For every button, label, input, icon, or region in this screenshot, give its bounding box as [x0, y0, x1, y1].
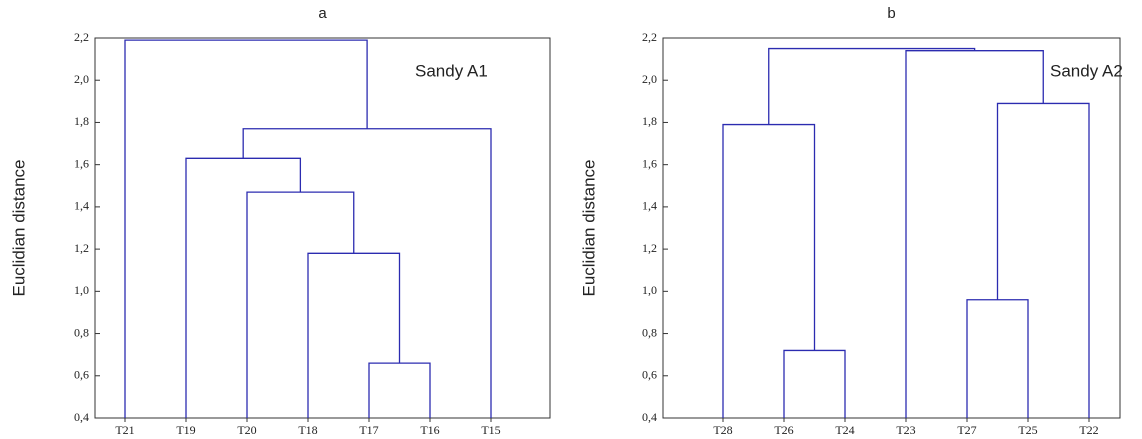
merge-link: [905, 50, 1044, 418]
leaf-label: T16: [420, 423, 439, 437]
leaf-label: T21: [115, 423, 134, 437]
leaf-label: T17: [359, 423, 378, 437]
chart-title: a: [318, 5, 327, 22]
y-tick-label: 1,6: [642, 156, 657, 170]
leaf-label: T20: [237, 423, 256, 437]
leaf-label: T26: [774, 423, 793, 437]
merge-link: [242, 128, 492, 418]
y-tick-label: 1,2: [74, 241, 89, 255]
y-tick-label: 1,0: [74, 283, 89, 297]
y-tick-label: 0,8: [642, 325, 657, 339]
y-tick-label: 1,4: [74, 199, 89, 213]
y-axis-label: Euclidian distance: [9, 159, 28, 296]
merge-link: [124, 39, 368, 418]
leaf-label: T25: [1018, 423, 1037, 437]
merge-link: [307, 252, 401, 418]
merge-link: [966, 299, 1029, 418]
leaf-label: T18: [298, 423, 317, 437]
y-tick-label: 2,2: [642, 30, 657, 44]
merge-link: [246, 191, 355, 418]
leaf-label: T19: [176, 423, 195, 437]
leaf-label: T22: [1079, 423, 1098, 437]
y-tick-label: 2,0: [74, 72, 89, 86]
leaf-label: T27: [957, 423, 976, 437]
y-tick-label: 2,2: [74, 30, 89, 44]
y-tick-label: 1,0: [642, 283, 657, 297]
merge-link: [768, 47, 976, 125]
leaf-label: T28: [713, 423, 732, 437]
y-tick-label: 0,8: [74, 325, 89, 339]
y-tick-label: 1,6: [74, 156, 89, 170]
merge-link: [368, 362, 431, 418]
y-axis-label: Euclidian distance: [579, 159, 598, 296]
leaf-label: T24: [835, 423, 854, 437]
y-tick-label: 0,6: [74, 368, 89, 382]
chart-title: b: [887, 5, 895, 22]
leaf-label: T15: [481, 423, 500, 437]
annotation: Sandy A2: [1050, 61, 1123, 80]
y-tick-label: 2,0: [642, 72, 657, 86]
merge-link: [783, 349, 846, 418]
y-tick-label: 1,2: [642, 241, 657, 255]
y-tick-label: 0,4: [642, 410, 657, 424]
y-tick-label: 1,8: [74, 114, 89, 128]
y-tick-label: 1,4: [642, 199, 657, 213]
y-tick-label: 1,8: [642, 114, 657, 128]
annotation: Sandy A1: [415, 61, 488, 80]
y-tick-label: 0,6: [642, 368, 657, 382]
leaf-label: T23: [896, 423, 915, 437]
merge-link: [996, 102, 1090, 418]
plot-frame: [662, 37, 1121, 419]
merge-link: [722, 123, 816, 418]
merge-link: [185, 157, 302, 418]
plot-frame: [94, 37, 551, 419]
y-tick-label: 0,4: [74, 410, 89, 424]
